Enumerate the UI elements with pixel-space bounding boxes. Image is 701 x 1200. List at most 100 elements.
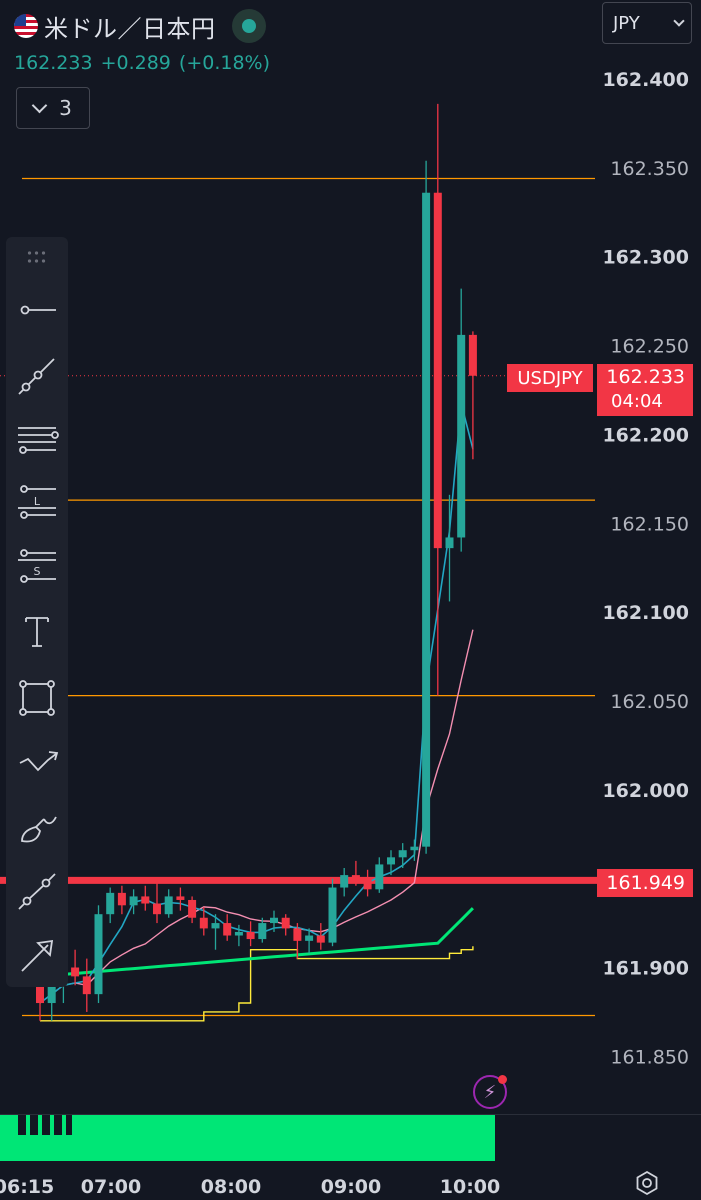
price-tick-label: 162.350 — [610, 158, 689, 180]
candle-body — [106, 892, 115, 915]
path-tool[interactable] — [14, 739, 60, 785]
candle — [223, 914, 232, 941]
indicator-count: 3 — [59, 96, 72, 120]
bar-countdown: 04:04 — [611, 391, 663, 412]
candle — [270, 910, 278, 932]
brush-tool[interactable] — [14, 805, 60, 851]
candle — [363, 869, 372, 897]
candle-body — [433, 192, 442, 549]
lightning-alert-icon[interactable]: ⚡ — [473, 1075, 507, 1109]
price-tick-label: 162.300 — [602, 247, 689, 269]
candle-body — [281, 917, 290, 929]
short-position-tool[interactable]: S — [14, 543, 60, 589]
price-tick-label: 162.100 — [602, 602, 689, 624]
candle — [305, 928, 314, 954]
currency-select[interactable]: JPY — [602, 2, 692, 44]
candle — [328, 878, 337, 947]
candle — [82, 958, 91, 1012]
candle-body — [363, 878, 372, 890]
candle — [258, 917, 267, 943]
candle — [410, 839, 419, 861]
text-tool[interactable] — [14, 609, 60, 655]
candle — [433, 103, 442, 696]
brush-icon — [21, 816, 57, 843]
candle-body — [117, 892, 126, 906]
quote-line: 162.233 +0.289 (+0.18%) — [14, 52, 278, 74]
long-position-tool[interactable]: L — [14, 479, 60, 525]
pitchfork-tool[interactable] — [14, 415, 60, 461]
candle-body — [457, 334, 466, 538]
candle — [164, 889, 173, 918]
drag-handle-icon[interactable] — [26, 249, 48, 265]
price-tick-label: 162.400 — [602, 69, 689, 91]
candle-body — [153, 903, 161, 915]
candle — [468, 331, 477, 460]
symbol-header[interactable]: 米ドル／日本円 — [14, 8, 266, 44]
time-tick-label: 09:00 — [321, 1176, 381, 1198]
measure-icon — [18, 873, 56, 910]
time-axis: 06:15 07:00 08:00 09:00 10:00 — [0, 1176, 500, 1198]
candle — [176, 887, 185, 911]
candle — [234, 924, 243, 947]
price-tick-label: 162.200 — [602, 424, 689, 446]
step-line — [40, 946, 474, 1022]
candle-body — [422, 192, 431, 847]
measure-tool[interactable] — [14, 869, 60, 915]
currency-label: JPY — [613, 12, 640, 34]
candle-body — [223, 923, 232, 936]
candle — [94, 905, 103, 1004]
candle-body — [340, 875, 349, 888]
candle-body — [305, 935, 314, 941]
chart-settings-icon[interactable] — [634, 1170, 660, 1196]
trend-line-tool[interactable] — [14, 351, 60, 397]
candle-body — [82, 976, 91, 995]
candle-body — [211, 923, 220, 929]
candle-body — [293, 928, 302, 941]
candle-body — [94, 914, 103, 995]
svg-text:S: S — [34, 565, 41, 578]
candle — [188, 896, 197, 924]
rectangle-tool[interactable] — [14, 675, 60, 721]
indicators-toggle-button[interactable]: 3 — [16, 87, 90, 129]
candle — [375, 857, 384, 893]
moving-averages — [39, 403, 474, 1022]
candle — [387, 850, 395, 876]
candle — [153, 882, 161, 924]
fast-moving-average — [39, 403, 474, 1004]
price-tick-label: 161.850 — [610, 1046, 689, 1068]
time-tick-label: 07:00 — [81, 1176, 141, 1198]
symbol-title: 米ドル／日本円 — [44, 14, 216, 43]
price-change-pct: (+0.18%) — [178, 52, 271, 74]
candle-body — [71, 967, 80, 977]
candle-body — [328, 887, 337, 943]
price-tick-label: 161.900 — [602, 958, 689, 980]
market-status-icon[interactable] — [231, 9, 266, 43]
chevron-down-icon — [31, 97, 48, 113]
arrow-tool[interactable] — [14, 933, 60, 979]
arrow-icon — [21, 939, 54, 972]
horizontal-line-tool[interactable] — [14, 287, 60, 333]
price-tick-label: 162.050 — [610, 691, 689, 713]
candle — [71, 949, 80, 986]
price-tick-label: 162.150 — [610, 513, 689, 535]
long-position-icon: L — [18, 485, 56, 519]
candle — [340, 867, 349, 897]
volume-banner — [0, 1115, 495, 1161]
trend-moving-average — [39, 907, 474, 978]
path-icon — [19, 751, 59, 772]
candle — [316, 923, 325, 950]
candle-body — [176, 896, 185, 900]
candle — [117, 885, 126, 915]
time-tick-label: 06:15 — [0, 1176, 54, 1198]
rectangle-icon — [19, 680, 55, 716]
time-axis-border — [0, 1114, 701, 1115]
price-tick-label: 162.250 — [610, 336, 689, 358]
price-change: +0.289 — [100, 52, 171, 74]
candle — [141, 885, 150, 911]
us-flag-icon — [14, 14, 38, 38]
trend-line-icon — [18, 358, 55, 395]
slow-moving-average — [39, 629, 474, 1004]
svg-text:L: L — [34, 495, 41, 508]
chevron-down-icon — [673, 15, 685, 27]
